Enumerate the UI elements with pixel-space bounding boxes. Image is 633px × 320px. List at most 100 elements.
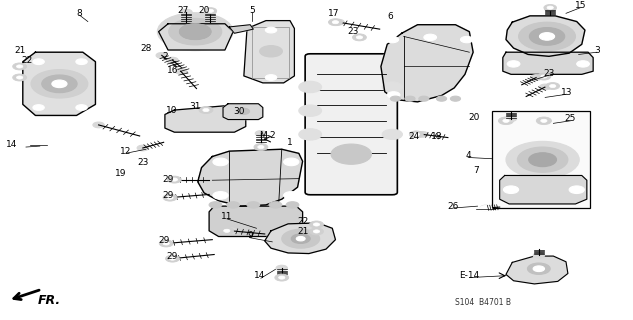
- Circle shape: [166, 255, 179, 262]
- Text: 4: 4: [465, 151, 471, 160]
- Circle shape: [225, 228, 237, 234]
- Circle shape: [220, 227, 234, 234]
- Circle shape: [437, 96, 447, 101]
- Circle shape: [286, 202, 299, 208]
- FancyBboxPatch shape: [305, 54, 398, 195]
- Text: 20: 20: [468, 113, 480, 122]
- Circle shape: [530, 75, 542, 80]
- Circle shape: [284, 158, 299, 166]
- Circle shape: [175, 68, 186, 74]
- Polygon shape: [165, 105, 246, 132]
- Circle shape: [451, 96, 460, 101]
- Circle shape: [506, 141, 579, 178]
- Circle shape: [533, 252, 544, 258]
- Circle shape: [172, 178, 177, 181]
- Circle shape: [313, 223, 320, 226]
- Circle shape: [529, 28, 565, 45]
- Circle shape: [169, 177, 180, 182]
- Text: 17: 17: [329, 9, 340, 18]
- Circle shape: [282, 229, 320, 248]
- Polygon shape: [265, 223, 335, 253]
- Text: 29: 29: [158, 236, 170, 245]
- Text: E-14: E-14: [459, 271, 479, 280]
- Text: 27: 27: [177, 6, 188, 15]
- Circle shape: [479, 205, 492, 212]
- Circle shape: [76, 105, 87, 110]
- Text: 2: 2: [162, 52, 168, 61]
- Circle shape: [158, 13, 233, 51]
- Circle shape: [410, 131, 423, 138]
- Text: 26: 26: [448, 202, 459, 211]
- Circle shape: [76, 59, 87, 65]
- Circle shape: [269, 202, 282, 208]
- Circle shape: [356, 36, 363, 39]
- Circle shape: [299, 81, 322, 93]
- Circle shape: [179, 24, 211, 40]
- Circle shape: [42, 75, 77, 93]
- Text: 3: 3: [594, 45, 600, 54]
- Circle shape: [156, 52, 168, 58]
- Text: 9: 9: [248, 231, 253, 240]
- Circle shape: [332, 20, 339, 24]
- Circle shape: [544, 6, 556, 12]
- Circle shape: [163, 194, 177, 201]
- Circle shape: [391, 96, 401, 101]
- Circle shape: [539, 84, 551, 90]
- Circle shape: [167, 256, 178, 261]
- Circle shape: [179, 24, 211, 40]
- Text: 21: 21: [14, 45, 25, 54]
- Text: 28: 28: [141, 44, 152, 52]
- Circle shape: [254, 144, 268, 150]
- Text: 7: 7: [473, 166, 479, 175]
- Text: 23: 23: [543, 69, 555, 78]
- Circle shape: [33, 59, 44, 65]
- Text: 10: 10: [165, 106, 177, 115]
- Circle shape: [180, 9, 192, 15]
- Circle shape: [533, 266, 544, 272]
- Circle shape: [547, 6, 553, 9]
- Circle shape: [577, 61, 589, 67]
- Polygon shape: [499, 175, 587, 204]
- Polygon shape: [503, 52, 593, 74]
- Circle shape: [260, 45, 282, 57]
- Circle shape: [13, 63, 27, 70]
- Circle shape: [544, 4, 556, 11]
- Text: 11: 11: [221, 212, 232, 221]
- Circle shape: [329, 19, 342, 26]
- Circle shape: [517, 147, 568, 172]
- Polygon shape: [506, 256, 568, 284]
- Polygon shape: [223, 104, 263, 120]
- Circle shape: [167, 196, 173, 199]
- Circle shape: [169, 18, 222, 45]
- Circle shape: [265, 27, 277, 33]
- Text: 29: 29: [163, 191, 174, 200]
- Circle shape: [161, 241, 172, 246]
- Circle shape: [507, 61, 520, 67]
- Circle shape: [424, 34, 437, 41]
- Polygon shape: [209, 206, 303, 236]
- Circle shape: [498, 117, 513, 124]
- Circle shape: [382, 82, 403, 92]
- Circle shape: [413, 133, 420, 136]
- Circle shape: [33, 142, 44, 148]
- Circle shape: [386, 36, 399, 43]
- Circle shape: [569, 186, 584, 194]
- Circle shape: [313, 230, 320, 233]
- Text: 5: 5: [249, 6, 255, 15]
- Text: 21: 21: [297, 227, 308, 236]
- Circle shape: [310, 221, 323, 228]
- Circle shape: [480, 205, 491, 211]
- Text: 22: 22: [297, 218, 308, 227]
- Polygon shape: [244, 20, 294, 83]
- Circle shape: [31, 70, 88, 98]
- Circle shape: [237, 108, 249, 115]
- Circle shape: [52, 80, 67, 88]
- Circle shape: [387, 92, 400, 98]
- Circle shape: [16, 76, 23, 79]
- Circle shape: [33, 105, 44, 110]
- Circle shape: [503, 119, 509, 122]
- Circle shape: [16, 65, 23, 68]
- Circle shape: [331, 144, 372, 164]
- Bar: [252, 27, 289, 77]
- Circle shape: [204, 8, 216, 14]
